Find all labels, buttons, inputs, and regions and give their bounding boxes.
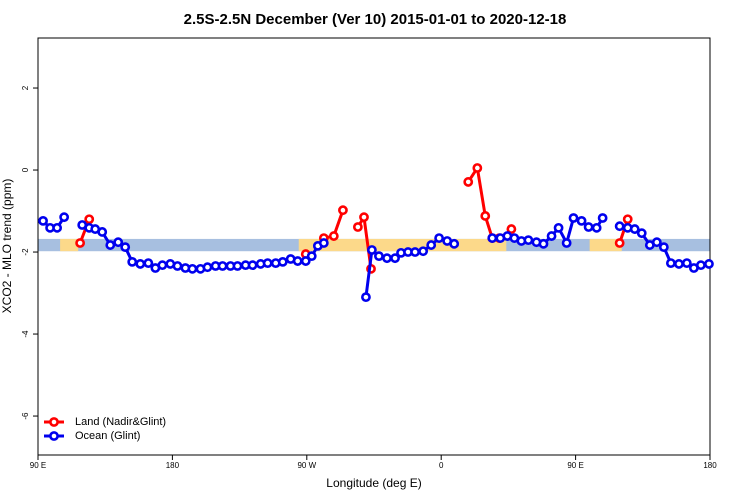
data-point — [681, 258, 692, 269]
x-tick-label: 180 — [703, 461, 717, 470]
data-point — [247, 260, 258, 271]
data-point — [172, 261, 183, 271]
data-point — [52, 222, 63, 233]
data-point — [143, 258, 154, 269]
y-tick-label: 2 — [21, 85, 30, 90]
y-axis-label: XCO2 - MLO trend (ppm) — [0, 179, 14, 314]
data-point — [390, 253, 400, 264]
x-tick-label: 180 — [166, 461, 180, 470]
legend-label: Land (Nadir&Glint) — [75, 416, 166, 428]
data-point — [480, 211, 491, 221]
x-tick-label: 90 E — [30, 461, 46, 470]
data-point — [658, 242, 669, 253]
data-point — [597, 213, 608, 223]
data-point — [361, 292, 371, 303]
data-point — [704, 259, 714, 269]
data-point — [506, 224, 517, 234]
data-point — [449, 238, 460, 249]
data-point — [538, 238, 549, 249]
data-point — [410, 247, 420, 257]
data-point — [561, 238, 572, 248]
x-tick-label: 90 W — [297, 461, 316, 470]
data-point — [292, 256, 303, 266]
data-point — [651, 237, 662, 248]
land-band — [60, 238, 79, 252]
data-point — [38, 215, 48, 226]
data-point — [318, 238, 329, 248]
data-point — [97, 227, 108, 237]
legend-marker — [49, 417, 59, 427]
data-point — [135, 259, 146, 269]
data-point — [127, 256, 138, 267]
data-point — [262, 258, 273, 269]
chart-title: 2.5S-2.5N December (Ver 10) 2015-01-01 t… — [184, 11, 567, 28]
data-point — [300, 256, 311, 266]
data-point — [629, 224, 640, 234]
data-point — [665, 258, 676, 269]
y-tick-label: -4 — [21, 330, 30, 338]
data-point — [463, 177, 474, 187]
data-point — [328, 231, 339, 241]
data-point — [614, 221, 625, 232]
data-point — [553, 222, 564, 233]
data-point — [583, 222, 594, 232]
legend-marker — [49, 431, 59, 441]
data-point — [546, 231, 557, 241]
y-tick-label: 0 — [21, 167, 30, 172]
data-point — [487, 233, 498, 243]
data-point — [306, 251, 317, 262]
data-point — [382, 253, 392, 264]
data-point — [84, 214, 95, 225]
data-point — [338, 205, 348, 216]
plot-frame — [37, 37, 711, 456]
data-point — [374, 251, 384, 262]
data-point — [434, 233, 445, 243]
data-point — [187, 263, 198, 274]
data-point — [367, 245, 377, 255]
data-point — [622, 214, 633, 225]
data-point — [277, 256, 288, 267]
data-point — [614, 238, 625, 248]
data-point — [120, 242, 131, 253]
legend-label: Ocean (Glint) — [75, 430, 140, 442]
x-axis-label: Longitude (deg E) — [326, 476, 421, 490]
y-tick-label: -6 — [21, 412, 30, 420]
data-point — [359, 212, 369, 223]
data-point — [217, 261, 228, 271]
x-tick-label: 90 E — [567, 461, 583, 470]
data-point — [75, 238, 86, 248]
data-point — [202, 262, 213, 273]
y-tick-label: -2 — [21, 248, 30, 256]
data-point — [232, 261, 243, 271]
data-point — [472, 163, 483, 173]
data-point — [352, 222, 363, 232]
data-point — [568, 213, 579, 223]
data-point — [576, 215, 587, 226]
data-point — [59, 212, 70, 223]
x-tick-label: 0 — [439, 461, 444, 470]
data-point — [426, 240, 437, 250]
data-point — [636, 228, 647, 239]
data-point — [695, 260, 706, 271]
data-point — [523, 235, 534, 246]
data-point — [105, 240, 116, 250]
land-band — [589, 238, 622, 252]
data-point — [674, 259, 684, 269]
series-line — [466, 163, 500, 240]
data-point — [591, 222, 602, 233]
data-point — [157, 260, 168, 271]
data-point — [113, 237, 124, 248]
data-point — [418, 246, 429, 257]
